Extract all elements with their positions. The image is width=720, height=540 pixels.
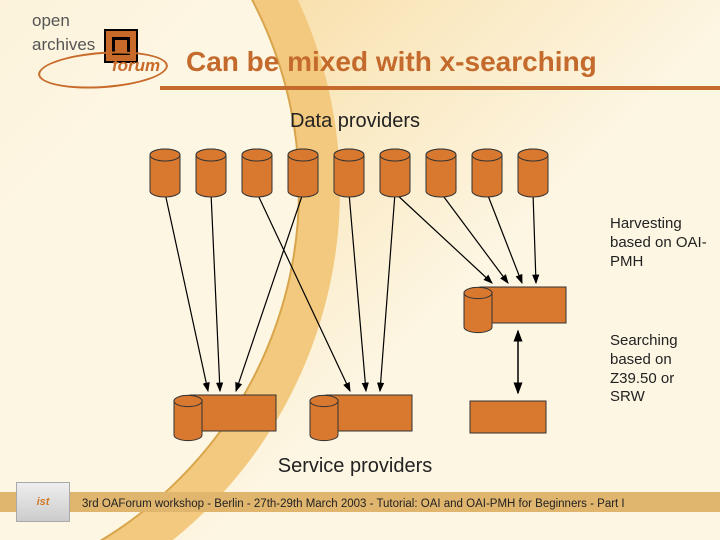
label-service-providers: Service providers <box>130 455 580 478</box>
ist-badge: ist <box>16 482 70 522</box>
logo-line2: archives <box>32 35 95 54</box>
footer-text: 3rd OAForum workshop - Berlin - 27th-29t… <box>82 498 625 510</box>
architecture-diagram <box>130 135 610 455</box>
logo-line1: open <box>32 12 172 29</box>
label-data-providers: Data providers <box>130 110 580 133</box>
ist-badge-text: ist <box>37 496 50 508</box>
label-searching: Searching based on Z39.50 or SRW <box>610 332 710 407</box>
logo-forum: forum <box>112 56 160 76</box>
oa-forum-logo: open archives forum <box>32 12 172 63</box>
label-harvesting: Harvesting based on OAI-PMH <box>610 215 710 271</box>
diagram-area: Data providers Service providers Harvest… <box>130 110 700 480</box>
slide-title: Can be mixed with x-searching <box>186 46 597 78</box>
